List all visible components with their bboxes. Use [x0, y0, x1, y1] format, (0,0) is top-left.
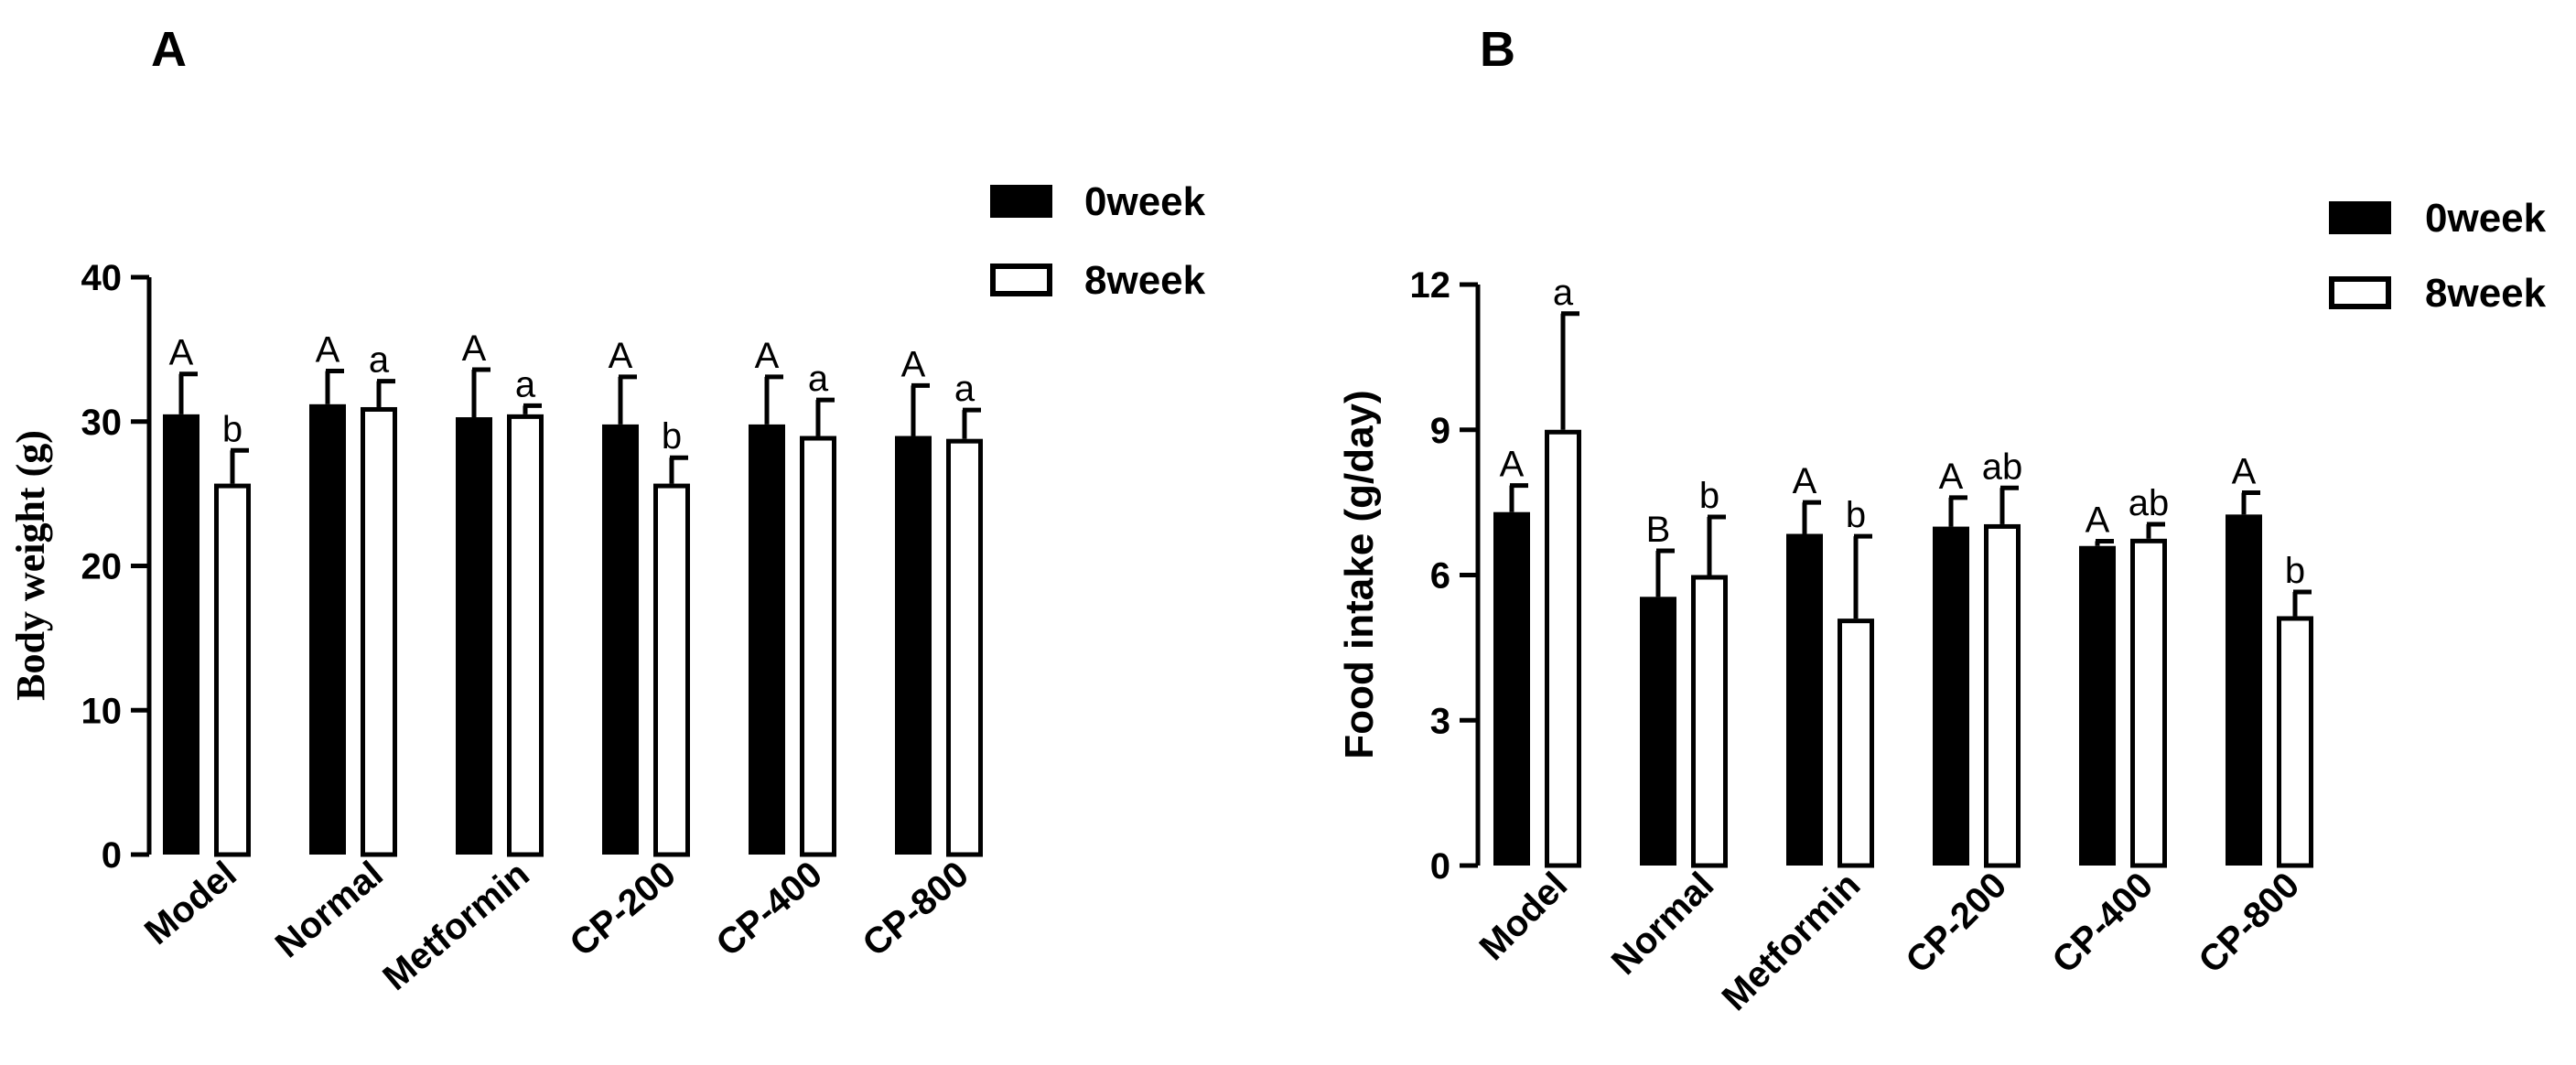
significance-letter: A — [901, 344, 926, 384]
y-tick-label: 12 — [1410, 265, 1451, 306]
significance-letter: ab — [2129, 483, 2170, 523]
bar-0week-CP-400 — [749, 424, 785, 855]
significance-letter: a — [808, 359, 829, 399]
panel-b-chart: B 0 3 6 9 12 Food intake (g/day) Aa Model Bb Norma… — [1337, 22, 2547, 1018]
significance-letter: b — [1846, 495, 1866, 535]
bar-8week-Model — [214, 483, 251, 857]
bar-8week-CP-400 — [2130, 538, 2167, 868]
category-label: Normal — [1604, 865, 1722, 983]
category-label: Normal — [268, 854, 391, 965]
y-tick-label: 20 — [81, 547, 123, 587]
significance-letter: A — [2086, 500, 2110, 540]
significance-letter: a — [954, 369, 975, 409]
y-axis-title: Body weight (g) — [8, 430, 53, 701]
y-tick-label: 30 — [81, 403, 123, 443]
significance-letter: A — [755, 336, 780, 376]
significance-letter: b — [2285, 551, 2305, 591]
bar-0week-Normal — [1640, 597, 1676, 866]
bar-8week-CP-200 — [1984, 523, 2021, 868]
y-axis-title: Food intake (g/day) — [1337, 390, 1382, 758]
significance-letter: A — [2232, 452, 2257, 492]
category-label: CP-400 — [2044, 865, 2161, 981]
legend-label: 0week — [1084, 179, 1206, 224]
legend-label: 0week — [2425, 196, 2547, 241]
bar-8week-CP-800 — [2277, 616, 2313, 868]
category-label: CP-200 — [563, 854, 684, 964]
bar-8week-Metformin — [507, 414, 544, 857]
panel-letter: A — [151, 22, 187, 77]
significance-letter: a — [369, 340, 390, 381]
legend-label: 8week — [2425, 271, 2547, 316]
bar-8week-Model — [1545, 429, 1581, 868]
significance-letter: ab — [1982, 446, 2023, 487]
bar-8week-CP-400 — [800, 436, 836, 857]
significance-letter: A — [462, 328, 487, 369]
panel-a-chart: A 0 10 20 30 40 Body weight (g) Ab Model A a Normal… — [8, 22, 1206, 998]
significance-letter: A — [316, 330, 340, 371]
y-tick-label: 40 — [81, 258, 123, 298]
category-label: CP-400 — [709, 854, 830, 964]
y-tick-label: 0 — [1430, 846, 1450, 887]
significance-letter: A — [609, 336, 633, 376]
y-tick-label: 10 — [81, 691, 123, 731]
bar-0week-Metformin — [1786, 533, 1823, 866]
significance-letter: B — [1646, 510, 1671, 550]
significance-letter: A — [1793, 461, 1817, 501]
y-tick-label: 9 — [1430, 411, 1450, 451]
bar-0week-Normal — [309, 403, 346, 855]
category-label: CP-200 — [1898, 865, 2014, 981]
legend-swatch-8week — [990, 264, 1052, 296]
legend-swatch-0week — [990, 185, 1052, 218]
bar-0week-Model — [163, 414, 199, 855]
significance-letter: A — [1939, 457, 1964, 497]
significance-letter: b — [662, 416, 682, 457]
bar-0week-CP-800 — [895, 436, 932, 855]
bar-0week-Metformin — [456, 417, 492, 855]
category-label: CP-800 — [856, 854, 976, 964]
bar-0week-CP-800 — [2226, 514, 2262, 866]
bar-8week-Normal — [1691, 575, 1728, 868]
bar-0week-Model — [1493, 511, 1530, 866]
significance-letter: A — [169, 333, 194, 373]
significance-letter: b — [222, 409, 243, 449]
category-label: CP-800 — [2191, 865, 2307, 981]
category-label: Model — [1472, 865, 1576, 968]
bar-8week-Normal — [361, 406, 397, 857]
legend-swatch-8week — [2329, 276, 2391, 309]
bar-8week-CP-800 — [946, 438, 983, 857]
category-label: Metformin — [375, 854, 536, 998]
category-label: Metformin — [1715, 865, 1869, 1018]
significance-letter: a — [515, 364, 536, 404]
bar-0week-CP-200 — [1933, 526, 1969, 866]
category-label: Model — [137, 854, 244, 952]
y-tick-label: 6 — [1430, 556, 1450, 597]
bar-0week-CP-200 — [602, 424, 639, 855]
significance-letter: A — [1500, 445, 1525, 485]
bar-8week-Metformin — [1838, 619, 1874, 868]
y-tick-label: 3 — [1430, 701, 1450, 741]
significance-letter: a — [1553, 273, 1574, 313]
legend-swatch-0week — [2329, 201, 2391, 234]
significance-letter: b — [1699, 476, 1719, 516]
legend-label: 8week — [1084, 258, 1206, 303]
bar-0week-CP-400 — [2079, 545, 2116, 866]
y-tick-label: 0 — [102, 835, 122, 876]
panel-letter: B — [1480, 22, 1515, 77]
bar-8week-CP-200 — [653, 483, 690, 857]
